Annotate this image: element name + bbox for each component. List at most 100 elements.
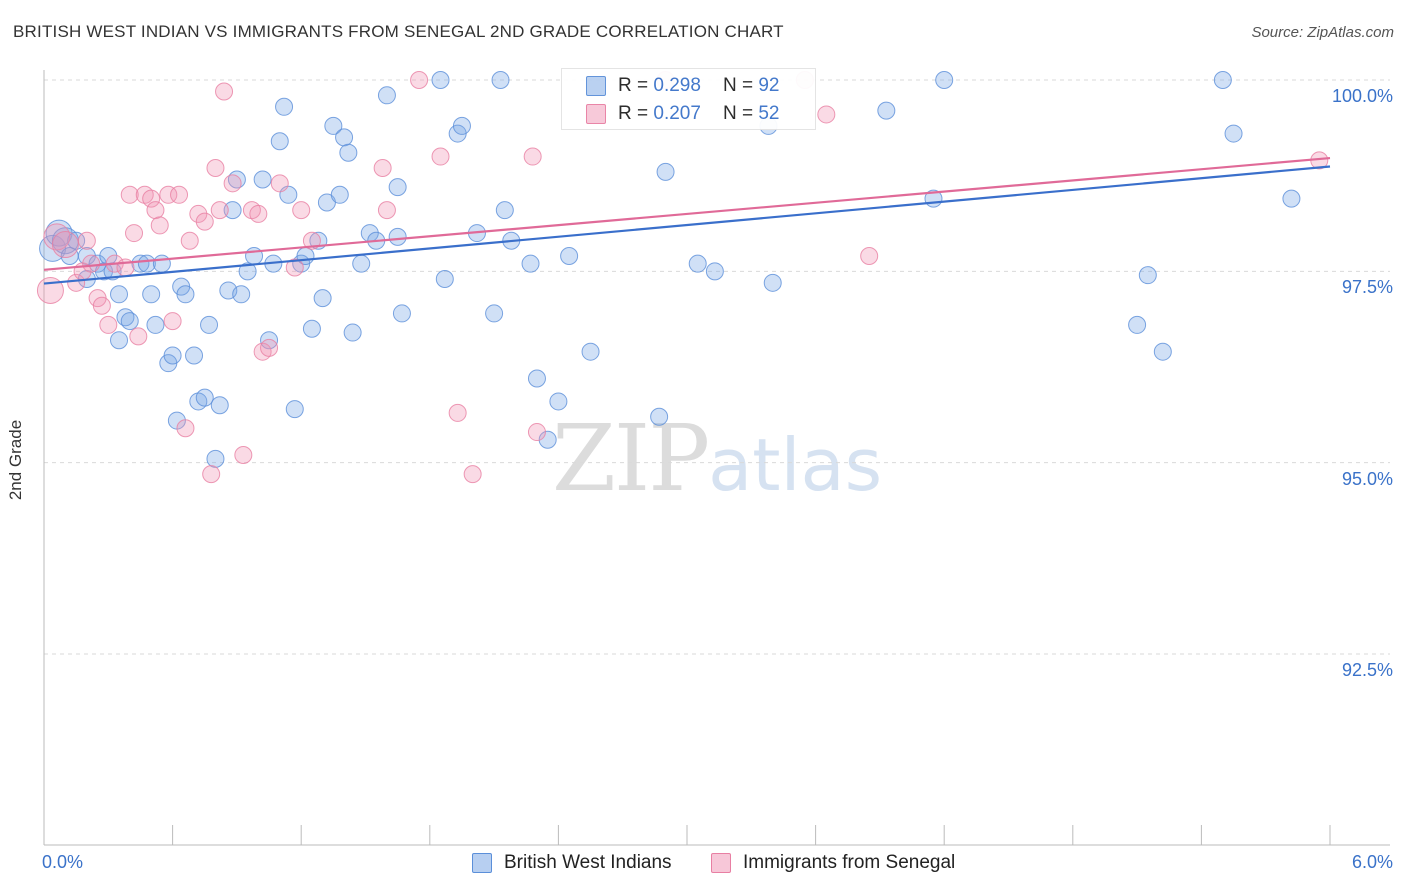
y-tick-label-1: 97.5% xyxy=(1341,277,1393,298)
stats-legend: R = 0.298 N = 92 R = 0.207 N = 52 xyxy=(561,68,816,130)
point-bwi-70 xyxy=(491,71,510,89)
point-senegal-2 xyxy=(51,231,79,259)
point-senegal-21 xyxy=(170,185,189,204)
point-bwi-91 xyxy=(1282,189,1301,208)
chart-source: Source: ZipAtlas.com xyxy=(1251,24,1394,41)
point-bwi-37 xyxy=(253,170,272,189)
point-bwi-53 xyxy=(339,143,358,162)
point-senegal-42 xyxy=(410,71,429,89)
point-bwi-11 xyxy=(110,285,129,304)
point-bwi-28 xyxy=(200,315,219,334)
point-bwi-79 xyxy=(688,254,707,273)
point-senegal-12 xyxy=(120,185,139,204)
point-bwi-90 xyxy=(1224,124,1243,143)
watermark: ZIPatlas xyxy=(552,405,882,512)
trend-line-bwi xyxy=(43,165,1331,285)
point-bwi-78 xyxy=(656,162,675,181)
point-senegal-30 xyxy=(223,174,242,193)
point-senegal-22 xyxy=(176,419,195,438)
point-senegal-29 xyxy=(215,82,234,101)
point-bwi-88 xyxy=(1153,342,1172,361)
point-bwi-63 xyxy=(435,269,454,288)
point-senegal-19 xyxy=(159,185,178,204)
point-senegal-18 xyxy=(150,216,169,235)
point-bwi-75 xyxy=(560,247,579,266)
stats-legend-row-senegal: R = 0.207 N = 52 xyxy=(586,103,779,125)
point-bwi-14 xyxy=(110,331,129,350)
point-bwi-72 xyxy=(527,369,546,388)
point-bwi-30 xyxy=(210,396,229,415)
point-senegal-0 xyxy=(36,276,64,304)
senegal-swatch xyxy=(586,104,606,124)
point-bwi-29 xyxy=(206,449,225,468)
point-bwi-59 xyxy=(388,178,407,197)
point-bwi-83 xyxy=(877,101,896,120)
point-bwi-16 xyxy=(137,254,156,273)
point-bwi-13 xyxy=(120,312,139,331)
point-bwi-80 xyxy=(705,262,724,281)
point-bwi-48 xyxy=(313,289,332,308)
senegal-r-value: 0.207 xyxy=(653,103,701,124)
point-bwi-50 xyxy=(324,116,343,135)
point-senegal-17 xyxy=(146,201,165,220)
legend-bwi-swatch xyxy=(472,853,492,873)
point-bwi-17 xyxy=(142,285,161,304)
senegal-r-label: R = xyxy=(618,103,649,124)
point-bwi-85 xyxy=(935,71,954,89)
senegal-n-label: N = xyxy=(722,103,754,124)
x-tick-label-max: 6.0% xyxy=(1351,852,1393,872)
point-senegal-44 xyxy=(448,403,467,422)
point-senegal-38 xyxy=(292,201,311,220)
point-senegal-6 xyxy=(82,254,101,273)
point-senegal-35 xyxy=(260,338,279,357)
point-bwi-46 xyxy=(302,319,321,338)
point-senegal-1 xyxy=(43,223,71,251)
point-bwi-43 xyxy=(285,400,304,419)
point-bwi-55 xyxy=(352,254,371,273)
legend-item-senegal: Immigrants from Senegal xyxy=(711,852,955,874)
legend-item-bwi: British West Indians xyxy=(472,852,672,874)
point-bwi-73 xyxy=(538,430,557,449)
point-bwi-52 xyxy=(335,128,354,147)
chart-title: BRITISH WEST INDIAN VS IMMIGRANTS FROM S… xyxy=(13,22,784,41)
point-senegal-36 xyxy=(270,174,289,193)
point-bwi-87 xyxy=(1138,266,1157,285)
bwi-r-label: R = xyxy=(618,75,649,96)
point-senegal-13 xyxy=(125,224,144,243)
point-senegal-40 xyxy=(373,159,392,178)
point-senegal-47 xyxy=(527,423,546,442)
point-bwi-65 xyxy=(452,116,471,135)
point-senegal-23 xyxy=(180,231,199,250)
point-bwi-35 xyxy=(238,262,257,281)
point-bwi-71 xyxy=(521,254,540,273)
point-bwi-82 xyxy=(763,273,782,292)
bwi-n-label: N = xyxy=(722,75,754,96)
point-senegal-8 xyxy=(92,296,111,315)
y-tick-label-2: 95.0% xyxy=(1341,468,1393,489)
point-bwi-15 xyxy=(131,254,150,273)
point-senegal-43 xyxy=(431,147,450,166)
watermark-atlas: atlas xyxy=(708,423,883,507)
stats-legend-row-bwi: R = 0.298 N = 92 xyxy=(586,75,779,97)
point-bwi-25 xyxy=(185,346,204,365)
point-bwi-68 xyxy=(495,201,514,220)
y-tick-label-3: 92.5% xyxy=(1341,660,1393,680)
point-senegal-28 xyxy=(210,201,229,220)
point-bwi-89 xyxy=(1213,71,1232,89)
point-bwi-67 xyxy=(485,304,504,323)
point-senegal-25 xyxy=(195,212,214,231)
point-senegal-37 xyxy=(285,258,304,277)
point-senegal-26 xyxy=(202,465,221,484)
trend-line-senegal xyxy=(43,156,1331,271)
point-senegal-27 xyxy=(206,159,225,178)
point-bwi-86 xyxy=(1128,315,1147,334)
point-senegal-3 xyxy=(67,273,86,292)
point-bwi-40 xyxy=(270,132,289,151)
senegal-n-value: 52 xyxy=(758,103,780,124)
point-bwi-51 xyxy=(330,185,349,204)
point-senegal-24 xyxy=(189,204,208,223)
legend-senegal-label: Immigrants from Senegal xyxy=(743,852,956,873)
point-bwi-77 xyxy=(650,407,669,426)
point-senegal-5 xyxy=(77,231,96,250)
series-legend: British West Indians Immigrants from Sen… xyxy=(0,852,1406,876)
